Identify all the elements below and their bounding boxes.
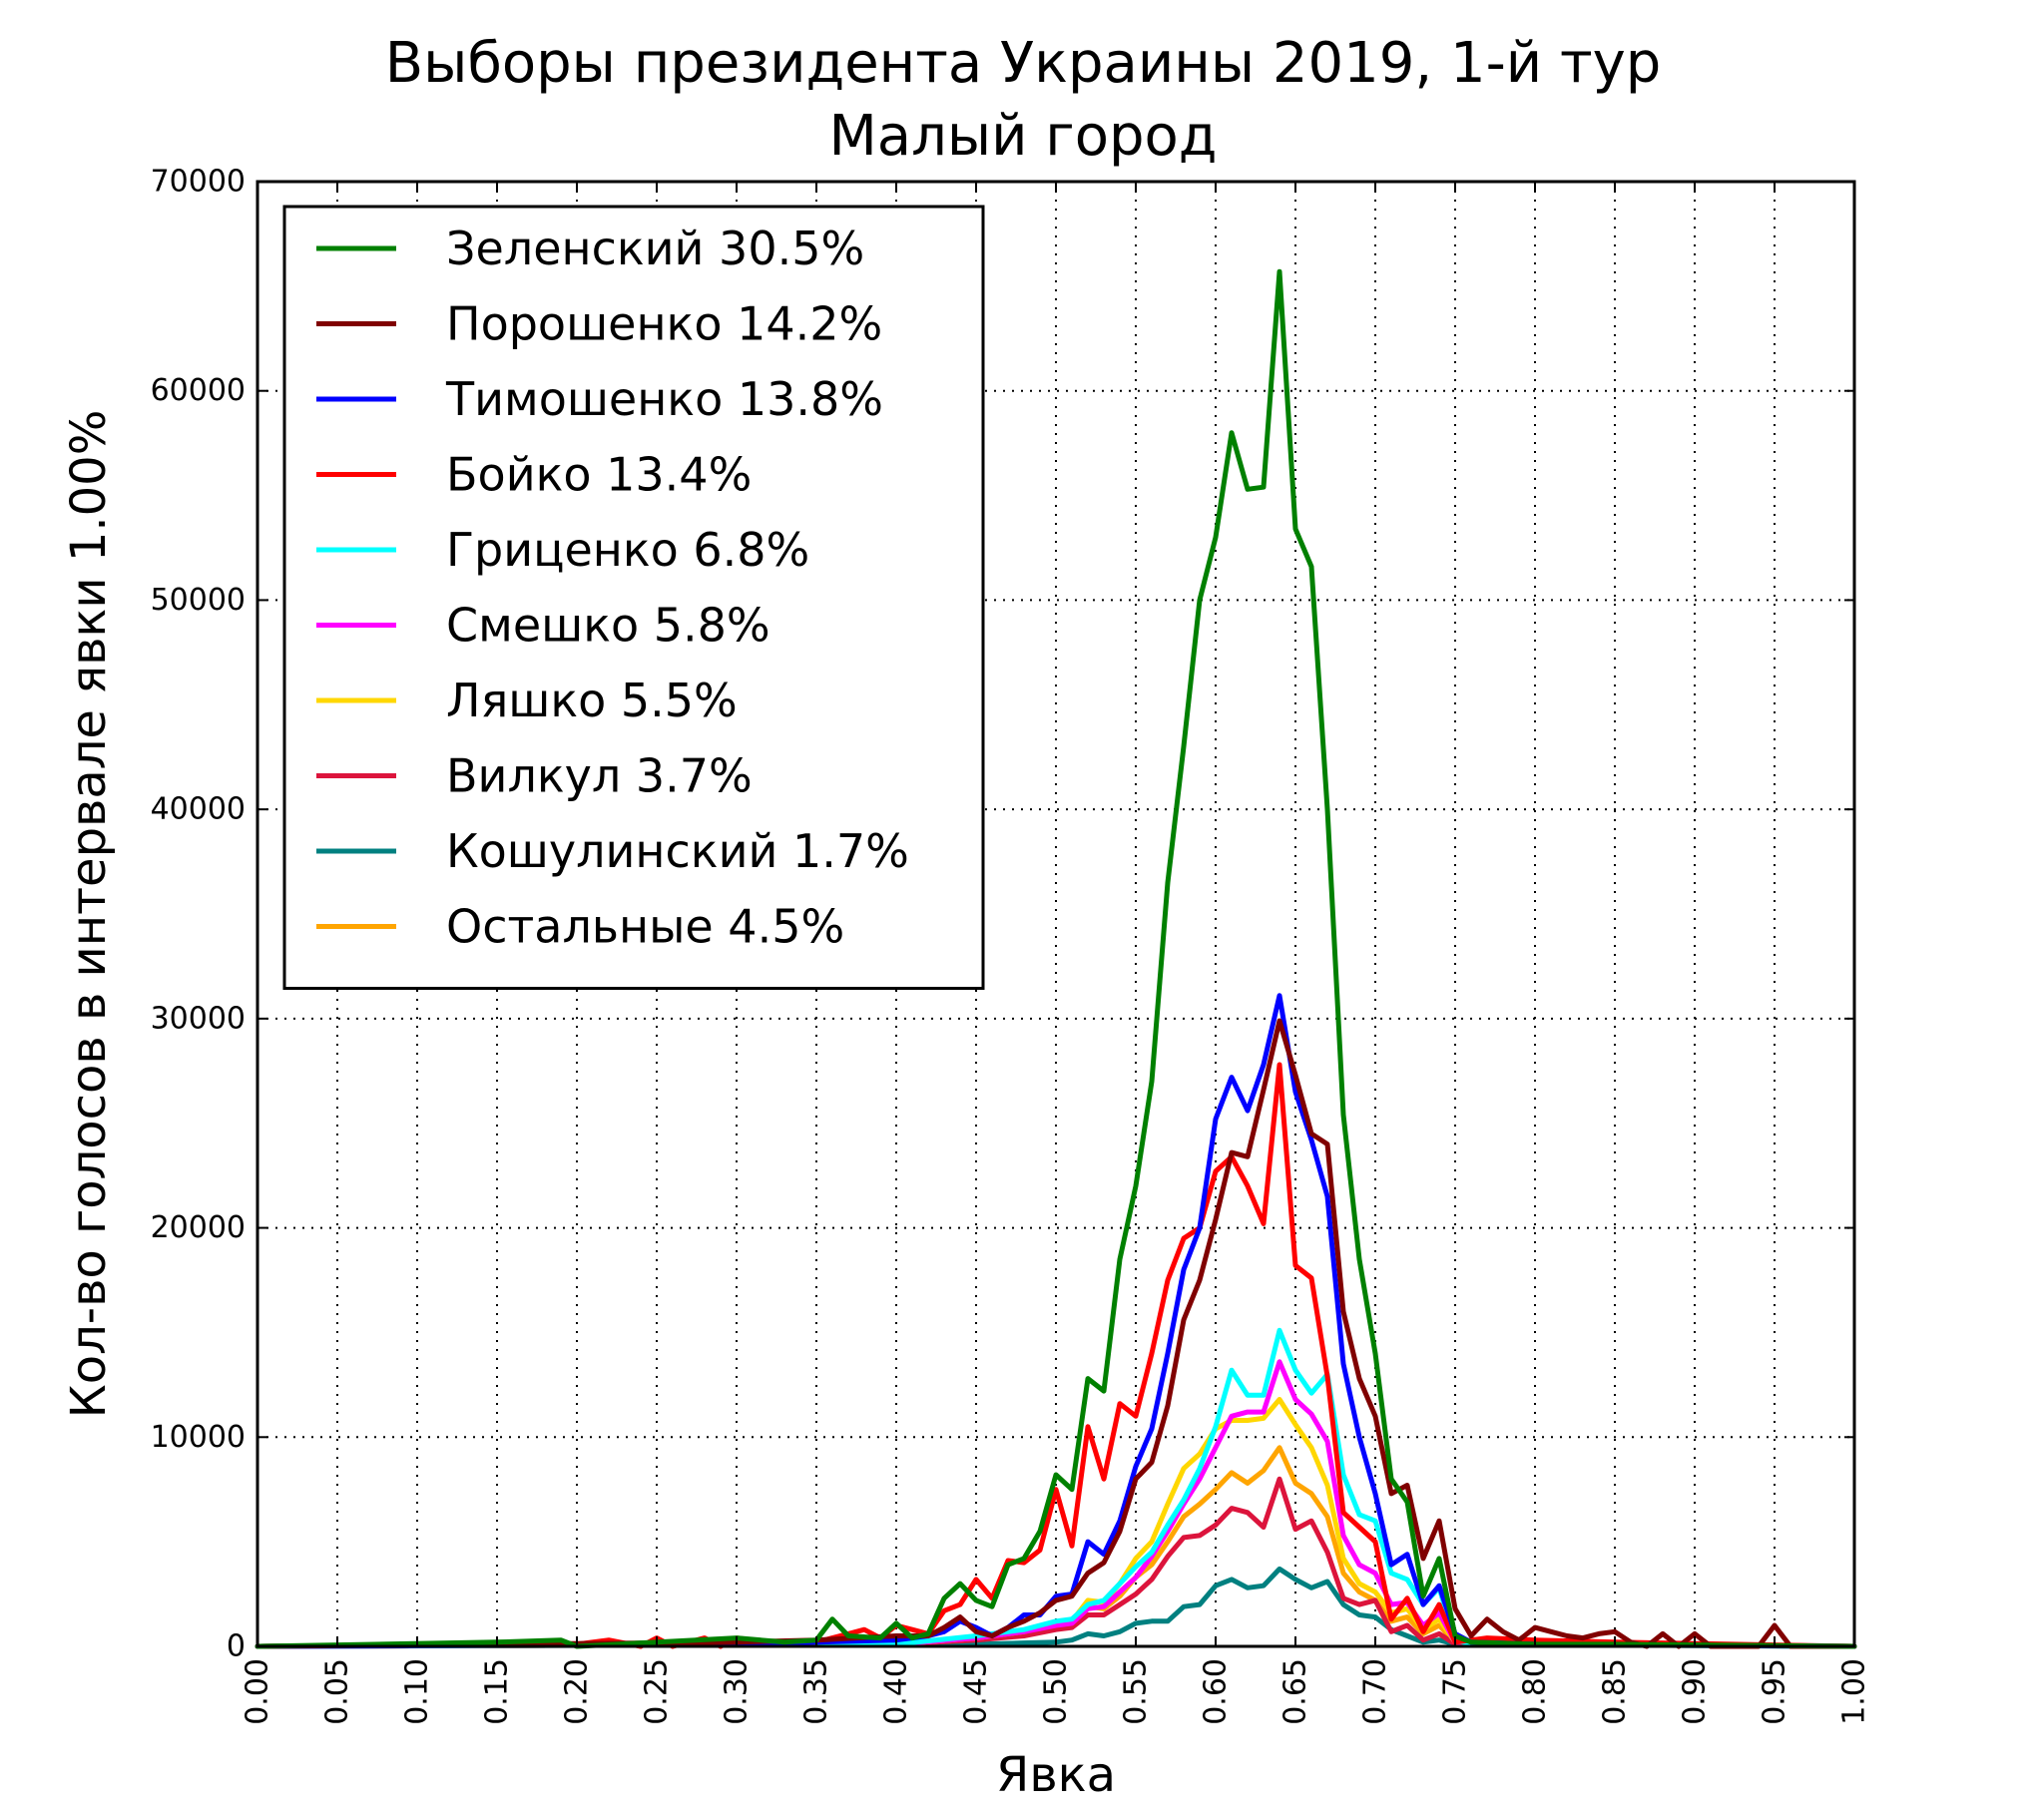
y-tick-label: 0 <box>227 1629 246 1664</box>
series-line <box>255 1327 1857 1649</box>
series-line <box>255 1018 1857 1649</box>
axis-ticks: 0.00 0.05 0.10 0.15 0.20 0.25 0.30 0.35 0.40 0.45… <box>151 165 1872 1725</box>
series-line <box>255 1476 1857 1649</box>
y-tick-label: 40000 <box>151 792 246 827</box>
y-tick-label: 10000 <box>151 1420 246 1455</box>
x-tick-label: 0.75 <box>1438 1658 1473 1725</box>
x-tick-label: 0.55 <box>1119 1658 1154 1725</box>
x-tick-label: 0.80 <box>1518 1658 1553 1725</box>
x-tick-label: 0.50 <box>1039 1658 1074 1725</box>
y-tick-label: 70000 <box>151 165 246 200</box>
series-line <box>255 1359 1857 1649</box>
y-tick-label: 50000 <box>151 583 246 618</box>
legend-label: Смешко 5.8% <box>446 599 770 653</box>
x-tick-label: 0.95 <box>1758 1658 1792 1725</box>
x-tick-label: 0.05 <box>320 1658 355 1725</box>
x-tick-label: 0.20 <box>560 1658 595 1725</box>
chart-title: Выборы президента Украины 2019, 1-й тур <box>385 31 1662 96</box>
legend-frame <box>282 205 985 990</box>
y-axis-label: Кол-во голосов в интервале явки 1.00% <box>61 410 117 1419</box>
x-tick-label: 0.45 <box>959 1658 994 1725</box>
x-tick-label: 0.15 <box>480 1658 515 1725</box>
series-layer <box>255 268 1857 1649</box>
x-tick-label: 0.90 <box>1678 1658 1713 1725</box>
legend-label: Бойко 13.4% <box>446 448 752 502</box>
x-tick-label: 0.60 <box>1199 1658 1234 1725</box>
legend-label: Кошулинский 1.7% <box>446 824 909 878</box>
legend-label: Зеленский 30.5% <box>446 222 864 275</box>
y-tick-label: 20000 <box>151 1210 246 1245</box>
series-line <box>255 268 1857 1649</box>
legend-label: Остальные 4.5% <box>446 900 844 954</box>
legend-label: Тимошенко 13.8% <box>445 372 883 426</box>
x-tick-label: 0.40 <box>879 1658 914 1725</box>
x-tick-label: 0.30 <box>720 1658 755 1725</box>
x-tick-label: 0.00 <box>241 1658 275 1725</box>
x-tick-label: 0.65 <box>1278 1658 1313 1725</box>
y-tick-label: 30000 <box>151 1001 246 1036</box>
x-axis-label: Явка <box>996 1747 1116 1803</box>
x-tick-label: 0.25 <box>640 1658 675 1725</box>
x-tick-label: 1.00 <box>1837 1658 1872 1725</box>
x-tick-label: 0.10 <box>400 1658 435 1725</box>
legend-label: Вилкул 3.7% <box>446 749 753 803</box>
x-tick-label: 0.35 <box>799 1658 834 1725</box>
y-tick-label: 60000 <box>151 373 246 408</box>
legend-label: Гриценко 6.8% <box>446 523 809 577</box>
legend-label: Порошенко 14.2% <box>446 297 882 351</box>
chart-subtitle: Малый город <box>828 104 1217 169</box>
legend-label: Ляшко 5.5% <box>446 674 738 727</box>
x-tick-label: 0.70 <box>1358 1658 1393 1725</box>
legend: Зеленский 30.5% Порошенко 14.2% Тимошенко … <box>282 205 985 990</box>
x-tick-label: 0.85 <box>1598 1658 1633 1725</box>
